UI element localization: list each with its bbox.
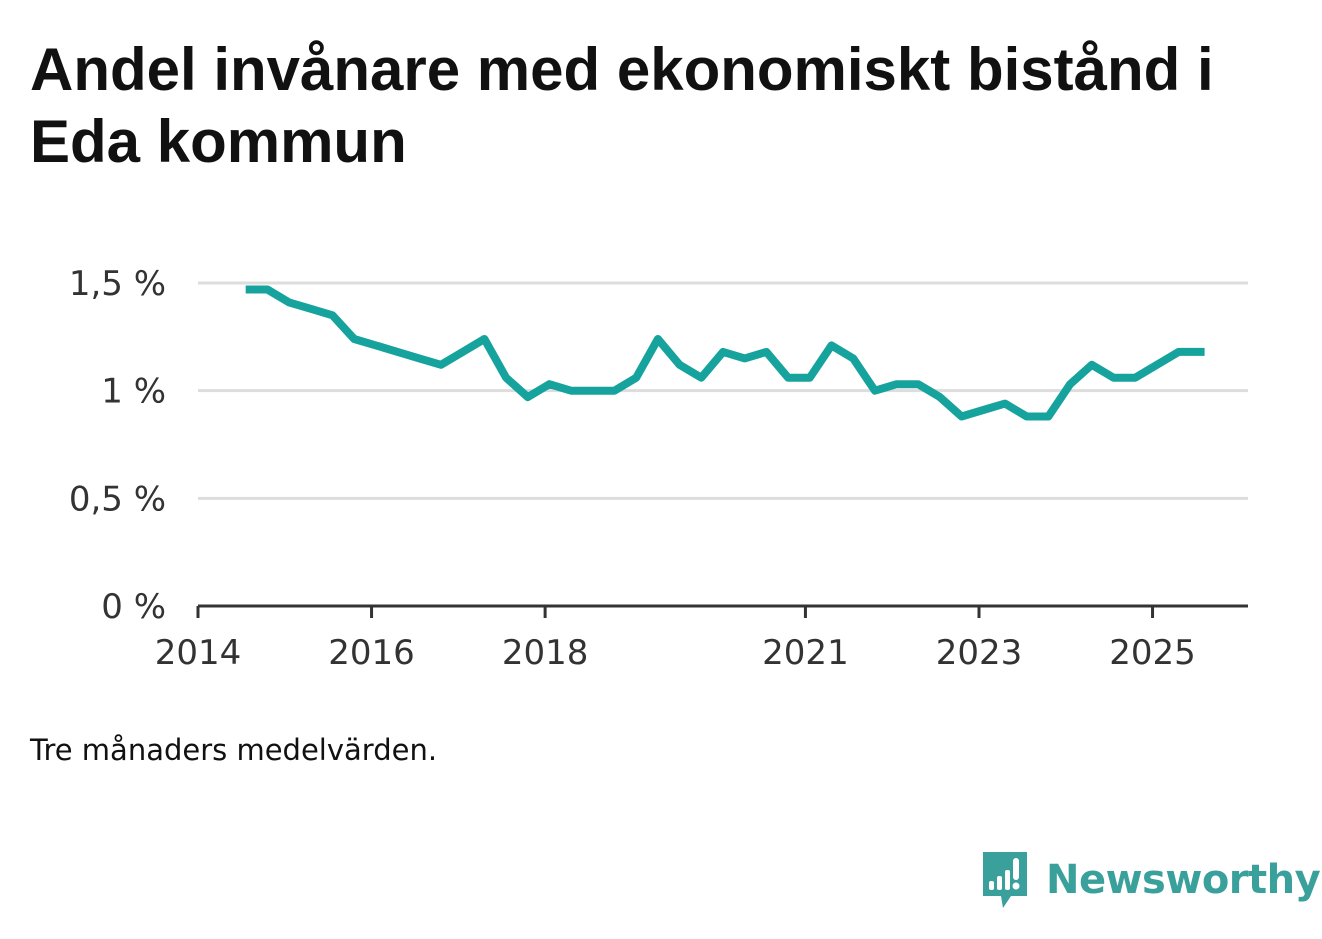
y-tick-label: 0,5 % bbox=[69, 479, 166, 519]
y-axis-labels: 1,5 % 1 % 0,5 % 0 % bbox=[69, 264, 166, 627]
footnote: Tre månaders medelvärden. bbox=[30, 733, 438, 767]
x-tick-label: 2023 bbox=[936, 633, 1023, 673]
x-tick-label: 2014 bbox=[155, 633, 242, 673]
brand-name: Newsworthy bbox=[1046, 857, 1321, 903]
x-tick-label: 2025 bbox=[1109, 633, 1196, 673]
series-line bbox=[245, 285, 1205, 421]
grid-lines bbox=[198, 281, 1248, 500]
chart-title: Andel invånare med ekonomiskt bistånd i … bbox=[30, 36, 1214, 175]
y-tick-label: 0 % bbox=[101, 587, 166, 627]
x-tick-label: 2021 bbox=[762, 633, 849, 673]
brand-logo: Newsworthy bbox=[980, 848, 1321, 912]
y-tick-label: 1,5 % bbox=[69, 264, 166, 304]
y-tick-label: 1 % bbox=[101, 372, 166, 412]
x-axis-labels: 2014 2016 2018 2021 2023 2025 bbox=[155, 633, 1196, 673]
x-axis-ticks bbox=[196, 606, 1155, 618]
x-tick-label: 2016 bbox=[328, 633, 415, 673]
x-tick-label: 2018 bbox=[502, 633, 589, 673]
newsworthy-logo-icon bbox=[983, 852, 1027, 908]
